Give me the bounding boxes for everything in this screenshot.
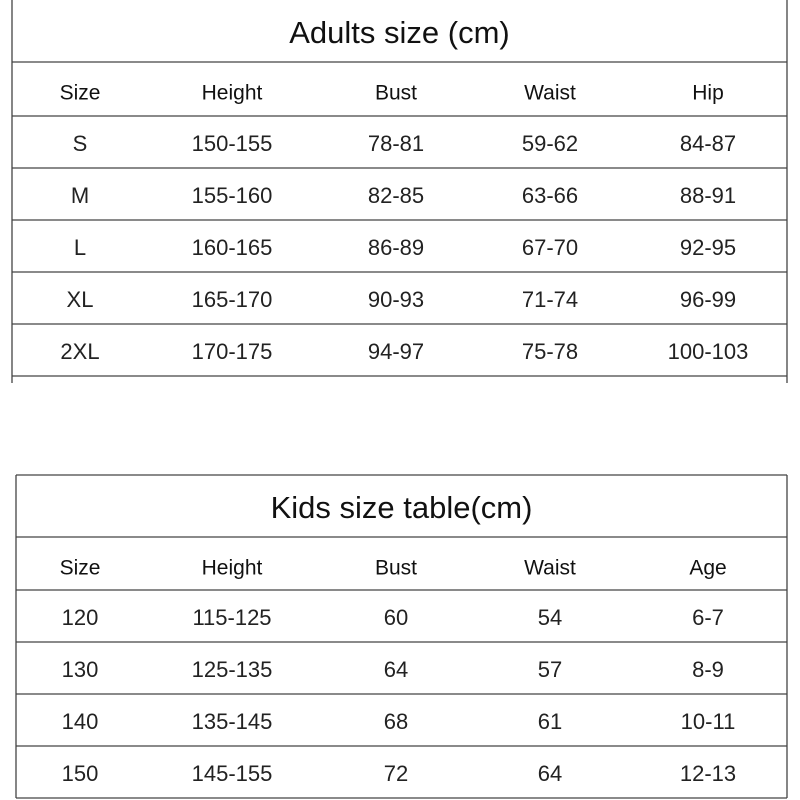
table-cell: 88-91 bbox=[680, 183, 736, 208]
column-header: Height bbox=[202, 82, 263, 105]
column-header: Waist bbox=[524, 82, 576, 105]
table-cell: 120 bbox=[62, 605, 99, 630]
table-cell: 68 bbox=[384, 709, 408, 734]
table-cell: 57 bbox=[538, 657, 562, 682]
table-cell: 92-95 bbox=[680, 235, 736, 260]
table-cell: 135-145 bbox=[192, 709, 273, 734]
column-header: Bust bbox=[375, 82, 417, 105]
column-header: Waist bbox=[524, 557, 576, 580]
table-cell: 12-13 bbox=[680, 761, 736, 786]
table-cell: 2XL bbox=[60, 339, 99, 364]
table-cell: 72 bbox=[384, 761, 408, 786]
column-header: Size bbox=[60, 82, 101, 105]
column-header: Hip bbox=[692, 82, 724, 105]
column-header: Height bbox=[202, 557, 263, 580]
table-cell: 71-74 bbox=[522, 287, 578, 312]
table-cell: 90-93 bbox=[368, 287, 424, 312]
table-title: Adults size (cm) bbox=[289, 15, 509, 50]
table-cell: 67-70 bbox=[522, 235, 578, 260]
table-cell: 130 bbox=[62, 657, 99, 682]
table-cell: 84-87 bbox=[680, 131, 736, 156]
table-cell: 6-7 bbox=[692, 605, 724, 630]
table-cell: 165-170 bbox=[192, 287, 273, 312]
table-cell: 8-9 bbox=[692, 657, 724, 682]
table-title: Kids size table(cm) bbox=[271, 490, 533, 525]
table-cell: 86-89 bbox=[368, 235, 424, 260]
table-cell: 100-103 bbox=[668, 339, 749, 364]
table-cell: 59-62 bbox=[522, 131, 578, 156]
column-header: Size bbox=[60, 557, 101, 580]
table-cell: XL bbox=[67, 287, 94, 312]
table-cell: 115-125 bbox=[192, 605, 271, 630]
table-cell: 63-66 bbox=[522, 183, 578, 208]
table-cell: 125-135 bbox=[192, 657, 273, 682]
table-cell: 54 bbox=[538, 605, 562, 630]
table-cell: 145-155 bbox=[192, 761, 273, 786]
table-cell: 64 bbox=[384, 657, 408, 682]
table-cell: 60 bbox=[384, 605, 408, 630]
table-cell: 150-155 bbox=[192, 131, 273, 156]
table-cell: 140 bbox=[62, 709, 99, 734]
table-cell: L bbox=[74, 235, 86, 260]
table-cell: M bbox=[71, 183, 89, 208]
table-cell: 96-99 bbox=[680, 287, 736, 312]
table-cell: 10-11 bbox=[681, 709, 736, 734]
table-cell: 82-85 bbox=[368, 183, 424, 208]
table-cell: 150 bbox=[62, 761, 99, 786]
table-cell: 94-97 bbox=[368, 339, 424, 364]
table-cell: 61 bbox=[538, 709, 562, 734]
table-cell: 75-78 bbox=[522, 339, 578, 364]
table-cell: 78-81 bbox=[368, 131, 424, 156]
table-cell: S bbox=[73, 131, 88, 156]
table-cell: 170-175 bbox=[192, 339, 273, 364]
table-cell: 160-165 bbox=[192, 235, 273, 260]
column-header: Bust bbox=[375, 557, 417, 580]
column-header: Age bbox=[689, 557, 726, 580]
table-cell: 155-160 bbox=[192, 183, 273, 208]
table-cell: 64 bbox=[538, 761, 562, 786]
